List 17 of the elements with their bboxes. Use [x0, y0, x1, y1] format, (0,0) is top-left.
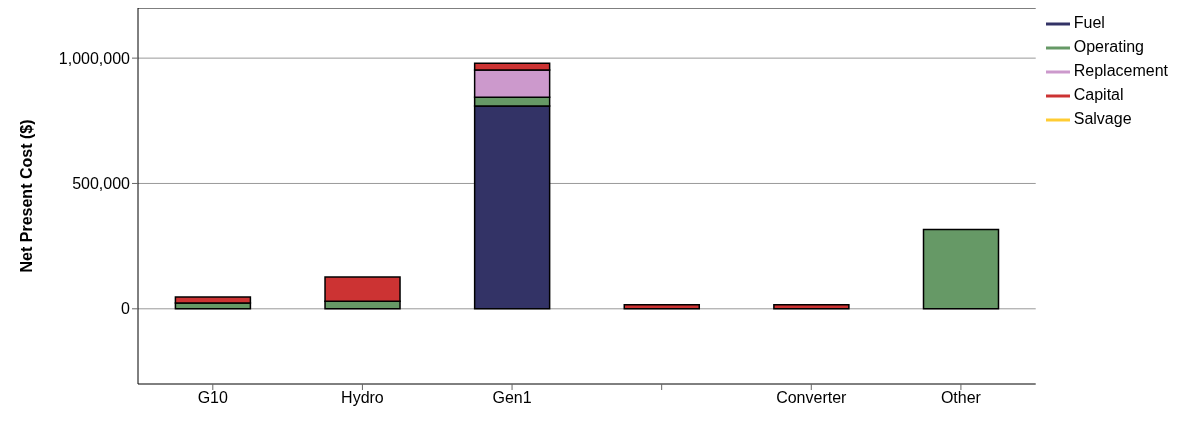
bar — [922, 228, 1000, 310]
x-tick-label: Gen1 — [492, 389, 532, 407]
legend-label: Fuel — [1073, 14, 1105, 32]
legend-label: Salvage — [1073, 110, 1132, 128]
y-axis-title: Net Present Cost ($) — [17, 119, 35, 273]
legend-label: Capital — [1073, 86, 1124, 104]
x-tick-label: Other — [940, 389, 982, 407]
x-tick-label: G10 — [197, 389, 229, 407]
y-tick-label: 1,000,000 — [58, 49, 131, 67]
legend-label: Operating — [1073, 38, 1144, 56]
bar — [773, 304, 850, 310]
y-tick-label: 500,000 — [72, 175, 131, 193]
y-tick-label: 0 — [121, 300, 131, 318]
bar — [623, 304, 701, 310]
x-tick-label: Converter — [776, 389, 848, 407]
legend-label: Replacement — [1073, 62, 1168, 80]
x-tick-label: Hydro — [341, 389, 384, 407]
